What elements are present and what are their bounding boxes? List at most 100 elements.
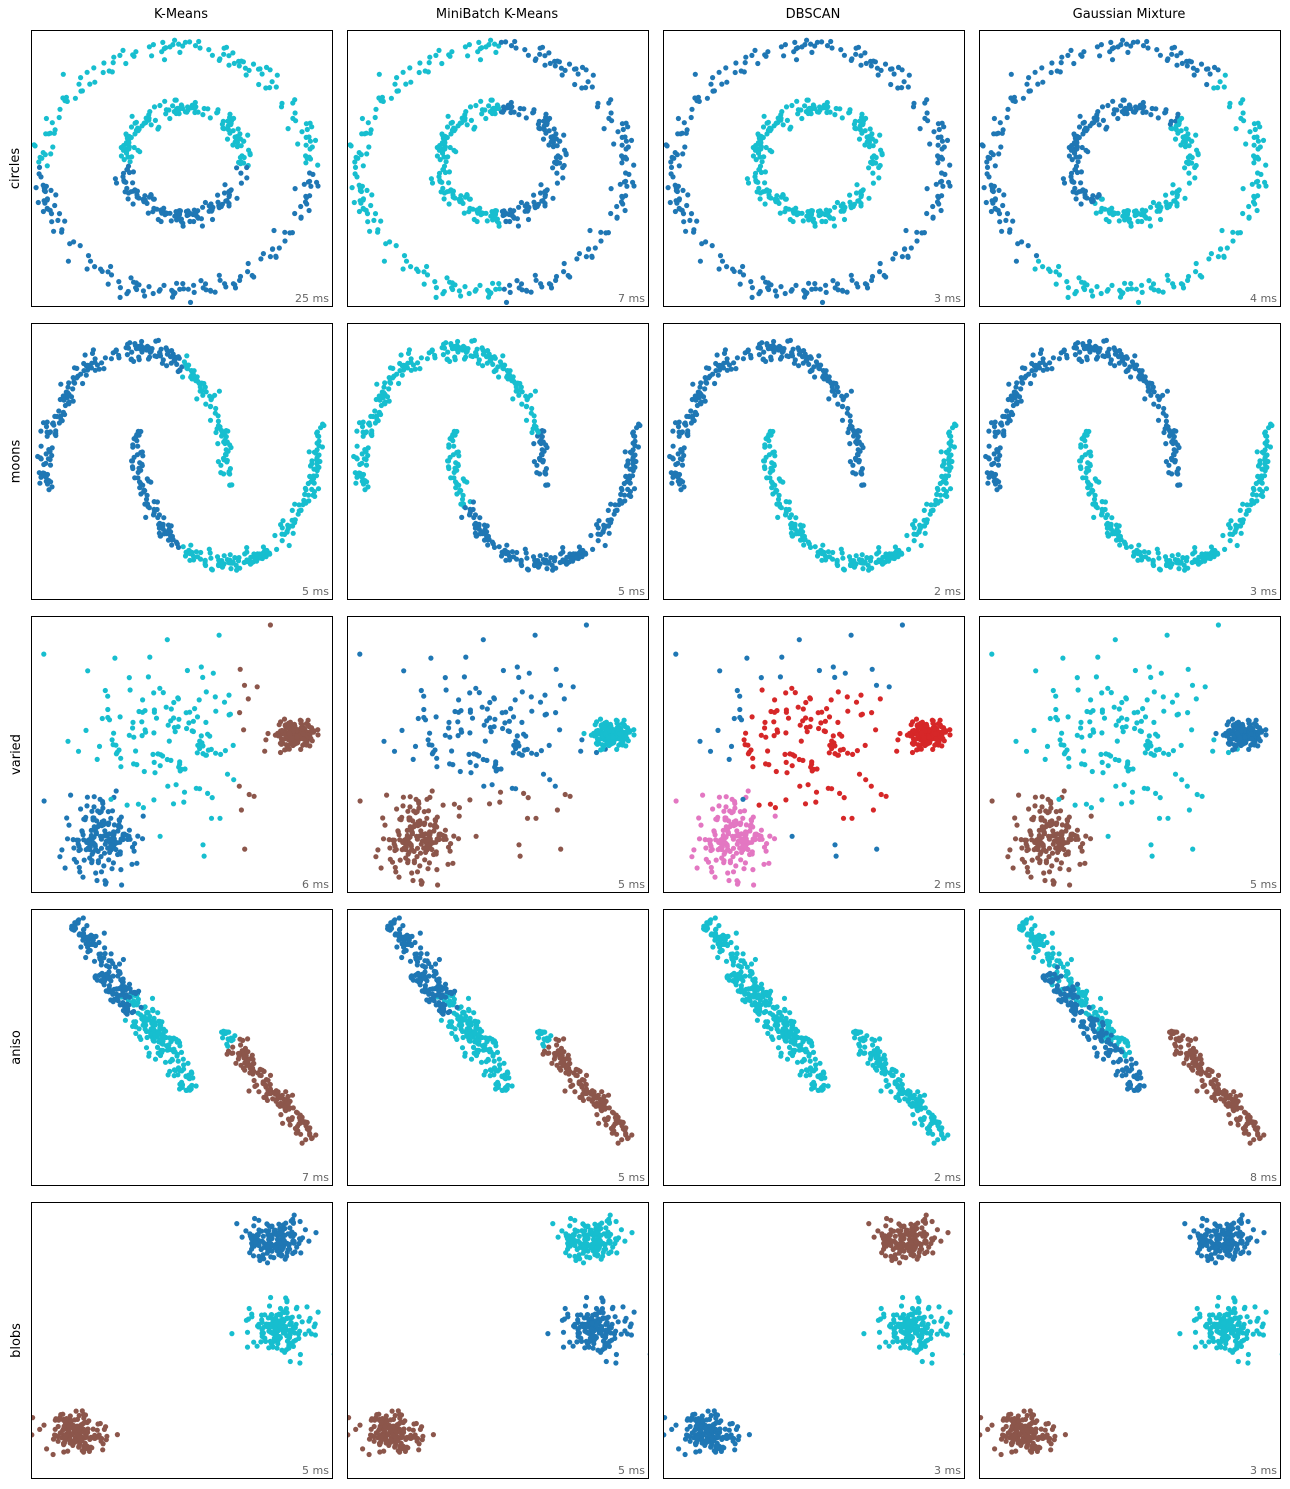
scatter-point [614, 215, 620, 221]
scatter-point [130, 201, 136, 207]
scatter-point [560, 557, 566, 563]
column-title-minibatch-kmeans: MiniBatch K-Means [435, 7, 559, 22]
scatter-point [869, 131, 875, 137]
scatter-point [1073, 345, 1080, 351]
scatter-point [179, 103, 185, 110]
scatter-point [165, 722, 171, 728]
scatter-point [263, 64, 270, 70]
scatter-point [352, 159, 358, 165]
scatter-point [532, 632, 538, 638]
scatter-point [724, 356, 730, 362]
scatter-point [224, 459, 230, 465]
scatter-point [763, 144, 769, 151]
scatter-point [100, 69, 106, 76]
scatter-point [910, 104, 917, 110]
timing-label: 4 ms [1250, 292, 1277, 305]
scatter-point [243, 72, 249, 78]
scatter-point [244, 557, 250, 563]
scatter-point [991, 115, 997, 122]
scatter-point [83, 372, 89, 378]
scatter-point [809, 286, 815, 292]
scatter-point [1056, 356, 1062, 362]
scatter-point [992, 471, 999, 478]
scatter-point [1104, 525, 1110, 531]
scatter-point [678, 478, 684, 484]
scatter-point [759, 159, 765, 165]
scatter-point [579, 64, 586, 70]
scatter-point [1240, 517, 1246, 523]
scatter-point [429, 751, 435, 757]
scatter-point [44, 163, 50, 169]
scatter-point [608, 210, 614, 217]
scatter-point [377, 397, 383, 403]
scatter-point [1064, 352, 1070, 358]
scatter-point [273, 84, 279, 90]
scatter-point [241, 682, 248, 688]
scatter-point [101, 60, 107, 66]
scatter-point [1077, 113, 1083, 119]
scatter-point [806, 105, 812, 111]
scatter-point [450, 762, 456, 768]
scatter-point [813, 359, 819, 365]
scatter-point [1268, 421, 1274, 427]
scatter-point [216, 557, 222, 563]
scatter-point [1077, 154, 1083, 160]
scatter-point [295, 141, 301, 147]
scatter-point [827, 378, 833, 385]
scatter-point [461, 356, 468, 362]
scatter-point [1054, 68, 1060, 74]
scatter-point [298, 203, 304, 210]
row-label-aniso: aniso [8, 1030, 24, 1065]
scatter-point [832, 285, 838, 291]
scatter-point [249, 560, 255, 566]
scatter-point [541, 118, 547, 124]
scatter-point [524, 815, 531, 821]
scatter-point [132, 841, 138, 847]
scatter-point [194, 714, 201, 720]
scatter-point [142, 293, 148, 299]
scatter-point [742, 60, 748, 66]
scatter-point [601, 526, 607, 532]
scatter-point [123, 150, 130, 156]
scatter-point [805, 539, 811, 545]
scatter-point [864, 555, 870, 561]
scatter-point [227, 711, 233, 717]
scatter-point [455, 836, 462, 842]
scatter-point [722, 347, 728, 353]
scatter-point [1163, 199, 1169, 205]
scatter-point [595, 525, 601, 531]
scatter-point [1163, 192, 1169, 198]
scatter-point [41, 651, 47, 657]
scatter-point [1130, 39, 1136, 45]
scatter-point [62, 865, 68, 871]
scatter-point [366, 420, 372, 426]
scatter-point [353, 480, 359, 486]
scatter-point [303, 193, 309, 199]
scatter-point [847, 199, 853, 205]
scatter-point [467, 205, 473, 211]
scatter-point [160, 753, 166, 759]
scatter-point [1172, 459, 1178, 465]
scatter-point [1244, 502, 1250, 508]
scatter-point [472, 124, 478, 130]
scatter-point [1086, 449, 1092, 456]
scatter-point [1032, 362, 1038, 368]
scatter-point [516, 285, 522, 291]
scatter-point [64, 836, 71, 842]
scatter-point [523, 404, 529, 410]
scatter-point [503, 299, 510, 305]
scatter-point [793, 57, 800, 63]
scatter-point [835, 389, 841, 395]
scatter-point [71, 845, 77, 851]
scatter-point [517, 853, 523, 859]
scatter-point [357, 798, 363, 804]
scatter-point [1240, 110, 1246, 116]
scatter-point [484, 218, 490, 224]
scatter-point [1155, 404, 1161, 410]
scatter-point [111, 829, 117, 835]
scatter-point [154, 499, 160, 505]
scatter-point [469, 715, 476, 721]
scatter-point [905, 84, 911, 90]
scatter-point [1156, 555, 1162, 561]
scatter-point [182, 39, 188, 45]
